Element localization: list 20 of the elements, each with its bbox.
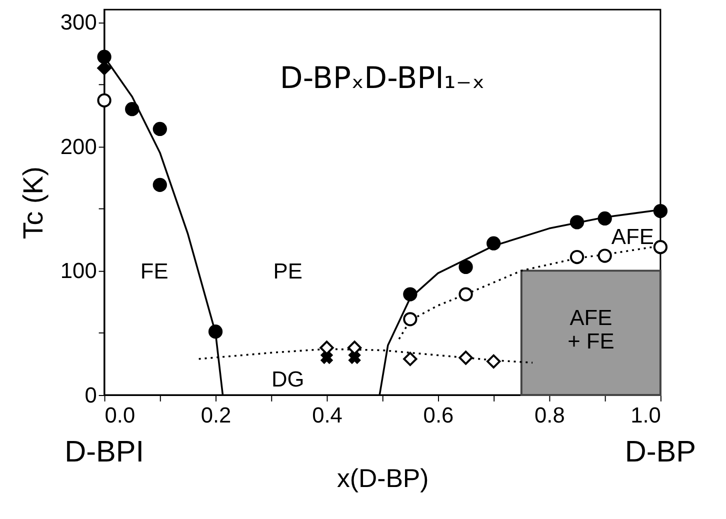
y-tick-label: 300: [60, 10, 97, 35]
annotation: AFE: [611, 224, 654, 249]
annotation: AFE + FE: [568, 304, 614, 354]
x-tick-label: 0.2: [200, 402, 232, 428]
x-tick-label: 0.0: [104, 402, 136, 428]
annotation: FE: [140, 258, 168, 284]
x-tick-label: 0.6: [423, 402, 454, 428]
text: D-BP: [624, 436, 696, 469]
text: D-BPI: [64, 436, 144, 469]
x-tick-label: 0.4: [312, 402, 342, 428]
y-tick-label: 0: [84, 382, 97, 408]
y-tick-label: 100: [60, 258, 97, 284]
annotation: PE: [273, 258, 302, 284]
annotation: D-BPₓD-BPI₁₋ₓ: [280, 60, 485, 96]
x-tick-label: 0.8: [534, 402, 565, 428]
y-axis-title: Tc (K): [18, 166, 48, 240]
y-tick-label: 200: [60, 134, 97, 159]
x-axis-title: x(D-BP): [336, 464, 429, 493]
x-tick-label: 1.0: [630, 402, 661, 428]
annotation: DG: [271, 366, 304, 392]
